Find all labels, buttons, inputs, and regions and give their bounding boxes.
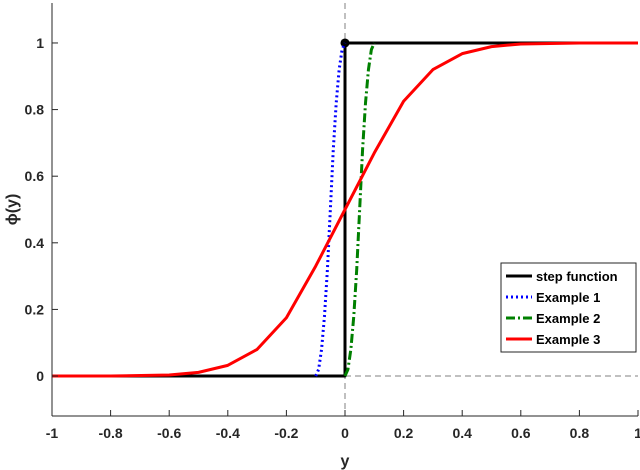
y-tick-label: 0 — [36, 368, 44, 384]
x-tick-label: -0.8 — [99, 425, 123, 441]
x-tick-label: 0 — [341, 425, 349, 441]
y-tick-label: 0.2 — [25, 301, 45, 317]
series-marker — [340, 38, 350, 48]
y-tick-label: 0.8 — [25, 102, 45, 118]
y-tick-label: 0.6 — [25, 168, 45, 184]
series-line — [314, 42, 347, 377]
x-tick-label: -0.4 — [216, 425, 240, 441]
legend-label: Example 2 — [536, 311, 600, 326]
y-tick-label: 0.4 — [25, 235, 45, 251]
x-axis-label: y — [341, 453, 350, 470]
y-tick-label: 1 — [36, 35, 44, 51]
legend-label: step function — [536, 269, 618, 284]
x-tick-label: -0.2 — [274, 425, 298, 441]
x-tick-label: 0.4 — [452, 425, 472, 441]
legend-box — [500, 262, 637, 353]
x-tick-label: 0.2 — [394, 425, 414, 441]
legend-label: Example 3 — [536, 332, 600, 347]
x-tick-label: 0.8 — [570, 425, 590, 441]
x-tick-label: -0.6 — [157, 425, 181, 441]
y-axis-label: ϕ(y) — [4, 194, 21, 226]
x-tick-label: 0.6 — [511, 425, 531, 441]
x-tick-label: 1 — [634, 425, 640, 441]
series-line — [343, 42, 376, 377]
x-tick-label: -1 — [46, 425, 59, 441]
series-line — [52, 41, 638, 378]
legend-label: Example 1 — [536, 290, 600, 305]
